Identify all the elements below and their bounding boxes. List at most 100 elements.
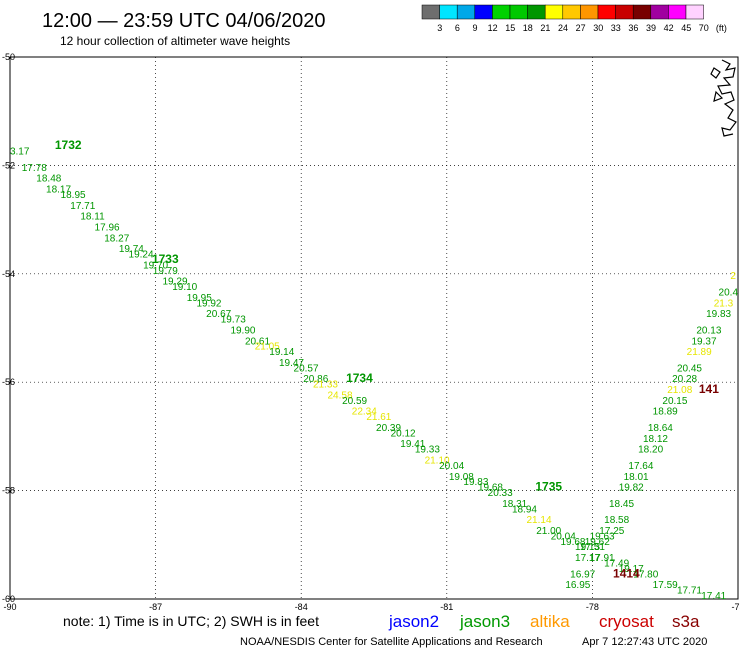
wave-height-label: 3.17 [10, 147, 30, 158]
colorbar-swatch [650, 4, 669, 20]
pass-number-label: 1414 [613, 566, 640, 580]
wave-height-label: 19.83 [463, 477, 488, 488]
colorbar-swatch [421, 4, 440, 20]
colorbar-label: 39 [646, 23, 656, 33]
wave-height-label: 18.45 [609, 499, 634, 510]
wave-height-label: 17.49 [604, 558, 629, 569]
colorbar-swatch [492, 4, 511, 20]
wave-height-label: 20.15 [662, 396, 687, 407]
pass-number-label: 141 [699, 382, 719, 396]
colorbar-label: 45 [681, 23, 691, 33]
wave-height-label: 18.95 [61, 190, 86, 201]
colorbar-swatch [685, 4, 704, 20]
wave-height-label: 19.14 [269, 347, 294, 358]
wave-height-label: 18.89 [653, 407, 678, 418]
x-tick-label: -75 [731, 602, 740, 612]
colorbar-swatch [439, 4, 458, 20]
colorbar-swatch [474, 4, 493, 20]
coastline-shape [710, 59, 737, 137]
colorbar-swatch [544, 4, 564, 20]
wave-height-label: 21.10 [425, 456, 450, 467]
colorbar-label: 33 [611, 23, 621, 33]
colorbar-label: (ft) [716, 23, 727, 33]
wave-height-label: 18.20 [638, 445, 663, 456]
wave-height-label: 17.51 [580, 542, 605, 553]
wave-height-label: 22.34 [352, 407, 377, 418]
colorbar-label: 15 [505, 23, 515, 33]
satellite-legend: jason2 jason3 altika cryosat s3a [388, 612, 700, 631]
wave-height-label: 17.41 [701, 591, 726, 602]
wave-height-label: 17.91 [590, 553, 615, 564]
wave-height-label: 19.82 [619, 483, 644, 494]
wave-height-label: 19.79 [153, 266, 178, 277]
wave-height-label: 18.64 [648, 423, 673, 434]
wave-height-label: 19.29 [162, 277, 187, 288]
colorbar-swatch [597, 4, 616, 20]
wave-height-label: 18.27 [104, 233, 129, 244]
chart-title: 12:00 — 23:59 UTC 04/06/2020 [42, 10, 326, 32]
wave-height-label: 18.58 [604, 515, 629, 526]
colorbar-swatch [456, 4, 476, 20]
x-tick-label: -90 [3, 602, 16, 612]
pass-number-label: 1734 [346, 371, 373, 385]
colorbar-label: 70 [699, 23, 709, 33]
colorbar-label: 24 [558, 23, 568, 33]
colorbar-swatch [615, 4, 634, 20]
wave-height-label: 19.68 [560, 537, 585, 548]
y-tick-label: -56 [2, 377, 15, 387]
wave-height-label: 21.89 [687, 347, 712, 358]
wave-height-label: 20.04 [439, 461, 464, 472]
wave-height-label: 20.61 [245, 336, 270, 347]
x-tick-label: -84 [295, 602, 308, 612]
footer-note: note: 1) Time is in UTC; 2) SWH is in fe… [63, 613, 319, 629]
wave-height-label: 21.05 [255, 342, 280, 353]
colorbar-label: 36 [628, 23, 638, 33]
colorbar-swatch [668, 4, 687, 20]
wave-height-label: 18.31 [502, 499, 527, 510]
wave-height-label: 19.33 [415, 445, 440, 456]
wave-height-label: 18.17 [46, 185, 71, 196]
colorbar-label: 21 [540, 23, 550, 33]
wave-height-label: 16.97 [570, 569, 595, 580]
legend-jason2: jason2 [388, 612, 439, 631]
wave-height-label: 21.00 [536, 526, 561, 537]
colorbar-swatch [632, 4, 652, 20]
wave-height-label: 20.13 [696, 325, 721, 336]
colorbar-label: 42 [664, 23, 674, 33]
wave-height-label: 18.01 [624, 472, 649, 483]
wave-height-label: 18.11 [80, 212, 105, 223]
wave-height-label: 19.74 [119, 244, 144, 255]
wave-height-label: 17.17 [575, 553, 600, 564]
legend-cryosat: cryosat [599, 612, 654, 631]
wave-height-values: 3.1717.7818.4818.1718.9517.7118.1117.961… [10, 138, 738, 602]
wave-height-label: 20.57 [294, 363, 319, 374]
wave-height-label: 21.14 [526, 515, 551, 526]
wave-height-label: 20.04 [551, 531, 576, 542]
wave-height-label: 21.61 [366, 412, 391, 423]
wave-height-label: 20.86 [303, 374, 328, 385]
wave-height-label: 19.73 [221, 315, 246, 326]
wave-height-label: 18.12 [643, 434, 668, 445]
chart-subtitle: 12 hour collection of altimeter wave hei… [60, 34, 290, 48]
wave-height-label: 19.37 [692, 336, 717, 347]
plot-frame [9, 56, 739, 600]
colorbar-swatch [509, 4, 528, 20]
y-tick-label: -54 [2, 269, 15, 279]
wave-height-label: 17.59 [653, 580, 678, 591]
wave-height-label: 17.64 [628, 461, 653, 472]
wave-height-label: 17.25 [599, 526, 624, 537]
wave-height-label: 17.71 [677, 586, 702, 597]
x-tick-label: -87 [149, 602, 162, 612]
x-tick-label: -78 [586, 602, 599, 612]
x-tick-label: -81 [440, 602, 453, 612]
wave-height-label: 16.95 [565, 580, 590, 591]
wave-height-label: 20.45 [677, 363, 702, 374]
pass-number-label: 1732 [55, 138, 82, 152]
footer-timestamp: Apr 7 12:27:43 UTC 2020 [582, 636, 707, 648]
legend-s3a: s3a [672, 612, 700, 631]
wave-height-label: 24.58 [328, 390, 353, 401]
axis-tick-labels: -90 -87 -84 -81 -78 -75 -50 -52 -54 -56 -58 -60 [2, 52, 740, 612]
y-tick-label: -52 [2, 160, 15, 170]
pass-number-label: 1733 [152, 252, 179, 266]
y-tick-label: -58 [2, 486, 15, 496]
